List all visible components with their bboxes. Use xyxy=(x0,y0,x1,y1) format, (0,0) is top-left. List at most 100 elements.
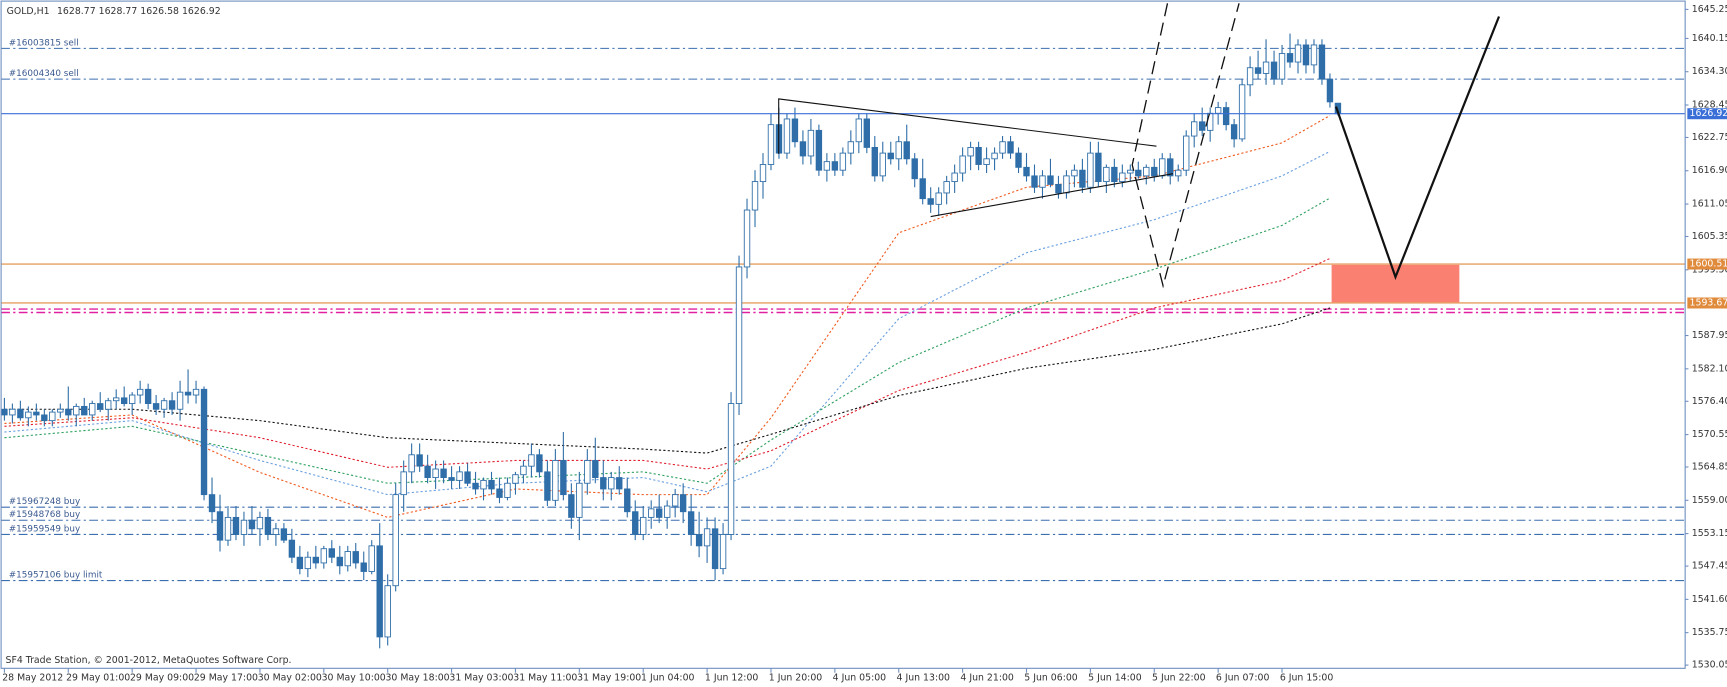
candle-body xyxy=(624,488,631,513)
candle-body xyxy=(600,477,607,490)
candle-body xyxy=(1127,169,1134,174)
candle-body xyxy=(735,266,743,404)
candle-body xyxy=(1055,183,1062,194)
candle-body xyxy=(576,482,583,518)
candle-body xyxy=(400,471,407,496)
candle-body xyxy=(392,494,399,587)
candle-body xyxy=(248,519,256,530)
candle-body xyxy=(1262,61,1270,74)
candle-body xyxy=(703,528,711,547)
candle-body xyxy=(168,400,176,410)
candle-body xyxy=(1294,44,1302,63)
x-tick-label: 30 May 18:00 xyxy=(385,673,449,684)
candle-body xyxy=(192,388,200,396)
candle-body xyxy=(1318,44,1326,80)
candle-body xyxy=(632,511,639,535)
x-tick-label: 4 Jun 21:00 xyxy=(960,673,1014,684)
candle-body xyxy=(983,158,990,165)
y-tick-label: 1640.15 xyxy=(1692,33,1727,44)
x-tick-label: 30 May 02:00 xyxy=(258,673,322,684)
candle-body xyxy=(496,488,503,498)
candle-body xyxy=(1230,124,1238,140)
candle-body xyxy=(895,141,902,160)
candle-body xyxy=(528,454,535,467)
candle-body xyxy=(935,192,942,205)
x-tick-label: 28 May 2012 xyxy=(2,673,63,684)
candle-body xyxy=(424,465,431,478)
moving-average xyxy=(4,257,1331,470)
x-tick-label: 5 Jun 14:00 xyxy=(1088,673,1142,684)
candle-body xyxy=(1222,107,1230,126)
candle-body xyxy=(991,152,998,160)
x-tick-label: 1 Jun 12:00 xyxy=(705,673,759,684)
candle-body xyxy=(1214,107,1222,114)
candle-body xyxy=(264,516,272,535)
candle-body xyxy=(288,539,296,558)
candle-body xyxy=(655,508,663,518)
candle-body xyxy=(568,494,575,518)
y-tick-label: 1616.90 xyxy=(1692,165,1727,176)
candle-body xyxy=(128,394,136,404)
candle-body xyxy=(975,146,982,165)
candle-body xyxy=(152,403,160,410)
candle-body xyxy=(1183,135,1190,171)
candle-body xyxy=(456,471,463,481)
x-tick-label: 31 May 19:00 xyxy=(577,673,641,684)
candle-body xyxy=(184,391,192,396)
candle-body xyxy=(536,454,543,473)
candle-body xyxy=(376,545,383,638)
symbol: GOLD,H1 xyxy=(7,5,50,16)
candle-body xyxy=(719,534,727,570)
candle-body xyxy=(488,479,495,490)
candle-body xyxy=(280,528,288,541)
candle-body xyxy=(616,477,623,490)
current-price-label: 1626.92 xyxy=(1690,108,1727,119)
candle-body xyxy=(33,411,40,416)
candle-body xyxy=(1246,67,1254,86)
y-tick-label: 1622.75 xyxy=(1692,132,1727,143)
candle-body xyxy=(336,556,343,567)
candle-body xyxy=(216,511,224,541)
candle-body xyxy=(791,118,799,143)
candle-body xyxy=(1238,84,1246,140)
candle-body xyxy=(160,400,168,410)
y-tick-label: 1634.30 xyxy=(1692,66,1727,77)
candle-body xyxy=(360,562,367,572)
candle-body xyxy=(671,494,679,507)
candle-body xyxy=(695,534,703,547)
candle-body xyxy=(1079,169,1086,188)
order-label: #15948768 buy xyxy=(9,510,80,520)
candle-body xyxy=(879,152,886,177)
candle-body xyxy=(464,471,471,484)
x-tick-label: 1 Jun 04:00 xyxy=(641,673,695,684)
candle-body xyxy=(89,403,96,416)
candle-body xyxy=(352,551,359,564)
current-price-label-bg xyxy=(1687,108,1727,120)
candle-body xyxy=(1119,172,1126,183)
candle-body xyxy=(344,551,351,567)
y-tick-label: 1611.05 xyxy=(1692,199,1727,210)
x-tick-label: 5 Jun 06:00 xyxy=(1024,673,1078,684)
candle-body xyxy=(41,414,48,422)
candle-body xyxy=(1198,121,1206,131)
x-tick-label: 6 Jun 07:00 xyxy=(1216,673,1270,684)
candle-body xyxy=(304,556,312,570)
candle-body xyxy=(807,129,815,157)
candle-body xyxy=(855,118,863,143)
y-tick-label: 1645.25 xyxy=(1692,4,1727,15)
candle-body xyxy=(384,585,391,638)
candle-body xyxy=(25,411,32,419)
candle-body xyxy=(17,408,24,419)
y-tick-label: 1628.45 xyxy=(1692,100,1727,111)
candle-body xyxy=(440,468,447,478)
candle-body xyxy=(65,408,72,416)
candle-body xyxy=(544,471,551,501)
candle-body xyxy=(81,405,88,416)
candle-body xyxy=(1103,166,1110,183)
y-tick-label: 1541.60 xyxy=(1692,594,1727,605)
x-tick-label: 30 May 10:00 xyxy=(322,673,386,684)
candle-body xyxy=(767,124,775,165)
candle-body xyxy=(1310,44,1318,66)
candle-body xyxy=(1302,44,1310,66)
candle-body xyxy=(1047,175,1054,185)
